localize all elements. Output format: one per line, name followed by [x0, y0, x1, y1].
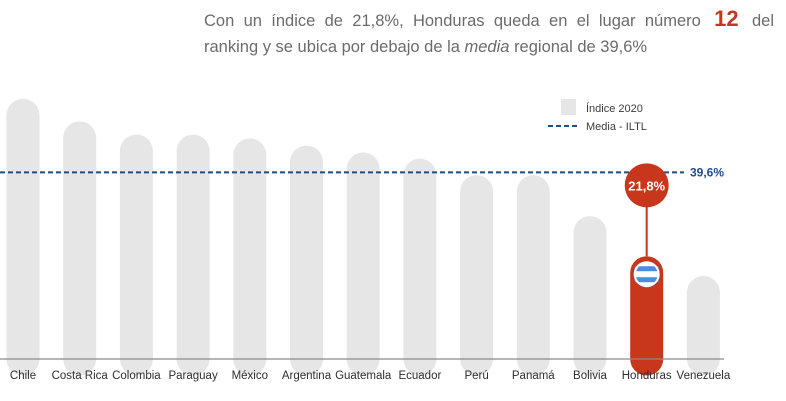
legend-label-average: Media - ILTL	[586, 121, 647, 133]
legend-swatch-bar	[561, 99, 576, 115]
tick-label-mexico: México	[232, 370, 268, 382]
bar-chile	[6, 98, 40, 376]
average-layer: 39,6%	[0, 165, 724, 179]
average-label: 39,6%	[690, 165, 724, 179]
bar-bolivia	[573, 216, 607, 376]
bar-honduras	[630, 256, 664, 376]
honduras-flag-icon	[633, 261, 660, 288]
bar-guatemala	[346, 152, 380, 376]
tick-label-panama: Panamá	[512, 370, 555, 382]
bar-paraguay	[176, 134, 210, 376]
headline: Con un índice de 21,8%, Honduras queda e…	[204, 6, 774, 60]
tick-label-honduras: Honduras	[622, 370, 672, 382]
tick-label-chile: Chile	[10, 370, 36, 382]
tick-label-colombia: Colombia	[112, 370, 161, 382]
x-tick-labels: Chile Costa Rica Colombia Paraguay México Arg…	[10, 370, 731, 382]
highlight-value-bubble	[624, 163, 669, 208]
bar-costa-rica	[63, 121, 97, 376]
bar-argentina	[290, 145, 323, 376]
tick-label-venezuela: Venezuela	[677, 370, 731, 382]
bar-venezuela	[686, 276, 720, 376]
headline-text-2: del ranking y se ubica por debajo de la	[204, 12, 774, 56]
tick-label-paraguay: Paraguay	[168, 370, 217, 382]
tick-label-ecuador: Ecuador	[398, 370, 441, 382]
tick-label-guatemala: Guatemala	[335, 370, 392, 382]
tick-label-costa-rica: Costa Rica	[52, 370, 109, 382]
bar-colombia	[119, 134, 153, 376]
highlight-layer: 21,8%	[624, 163, 669, 288]
tick-label-bolivia: Bolivia	[573, 370, 607, 382]
headline-text-3: regional de 39,6%	[514, 38, 648, 56]
ranking-number: 12	[714, 6, 739, 31]
highlight-value-label: 21,8%	[628, 178, 665, 193]
legend: Índice 2020 Media - ILTL	[548, 99, 647, 133]
legend-label-bar: Índice 2020	[586, 102, 643, 115]
tick-label-argentina: Argentina	[282, 370, 332, 382]
tick-label-peru: Perú	[464, 370, 488, 382]
headline-emphasis: media	[464, 38, 510, 56]
bar-panama	[516, 175, 550, 376]
bar-peru	[460, 175, 494, 376]
bar-mexico	[233, 138, 267, 376]
headline-text-1: Con un índice de 21,8%, Honduras queda e…	[204, 12, 701, 30]
bar-ecuador	[403, 158, 437, 376]
bars-layer	[6, 98, 720, 376]
